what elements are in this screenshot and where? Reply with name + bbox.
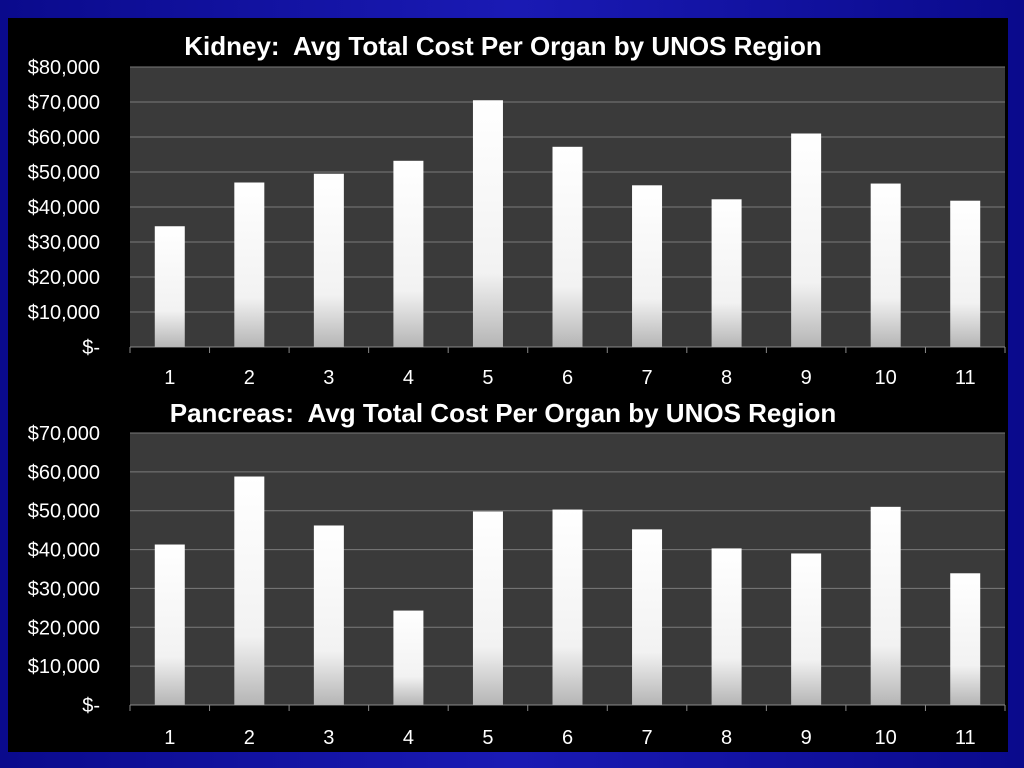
kidney-bar xyxy=(950,200,981,347)
pancreas-bar xyxy=(552,509,583,705)
pancreas-y-tick-label: $30,000 xyxy=(28,578,100,600)
pancreas-bar xyxy=(791,553,822,705)
kidney-bar xyxy=(234,182,265,347)
pancreas-x-axis: 1 2 3 4 5 6 7 8 9 10 11 xyxy=(129,705,1006,749)
kidney-bar xyxy=(154,226,185,347)
pancreas-y-tick-label: $70,000 xyxy=(28,423,100,445)
kidney-bars xyxy=(154,100,981,347)
pancreas-bar xyxy=(393,610,424,705)
kidney-y-tick-label: $20,000 xyxy=(28,267,100,289)
kidney-x-tick-label: 8 xyxy=(721,367,732,389)
pancreas-y-tick-label: $40,000 xyxy=(28,540,100,562)
pancreas-y-tick-label: $10,000 xyxy=(28,656,100,678)
kidney-x-tick-label: 6 xyxy=(562,367,573,389)
kidney-y-tick-label: $70,000 xyxy=(28,92,100,114)
kidney-x-axis: 1 2 3 4 5 6 7 8 9 10 11 xyxy=(129,347,1006,389)
pancreas-chart: Pancreas: Avg Total Cost Per Organ by UN… xyxy=(8,390,1008,752)
kidney-y-tick-label: $10,000 xyxy=(28,302,100,324)
pancreas-x-tick-label: 8 xyxy=(721,727,732,749)
pancreas-x-tick-label: 7 xyxy=(641,727,652,749)
kidney-y-tick-label: $50,000 xyxy=(28,162,100,184)
pancreas-bar xyxy=(234,476,265,705)
pancreas-chart-title: Pancreas: Avg Total Cost Per Organ by UN… xyxy=(170,398,837,428)
kidney-y-tick-label: $30,000 xyxy=(28,232,100,254)
kidney-y-tick-label: $40,000 xyxy=(28,197,100,219)
pancreas-x-tick-label: 5 xyxy=(482,727,493,749)
kidney-y-axis: $- $10,000 $20,000 $30,000 $40,000 $50,000 $60… xyxy=(28,57,100,359)
kidney-chart-title: Kidney: Avg Total Cost Per Organ by UNOS… xyxy=(184,31,822,61)
kidney-x-tick-label: 11 xyxy=(955,367,976,389)
kidney-bar xyxy=(632,185,663,347)
kidney-bar xyxy=(870,183,901,347)
kidney-x-tick-label: 10 xyxy=(875,367,897,389)
pancreas-y-axis: $- $10,000 $20,000 $30,000 $40,000 $50,000 $60… xyxy=(28,423,100,717)
pancreas-x-tick-label: 11 xyxy=(955,727,976,749)
kidney-bar xyxy=(393,160,424,347)
pancreas-x-tick-label: 4 xyxy=(403,727,414,749)
pancreas-x-tick-label: 3 xyxy=(323,727,334,749)
pancreas-bar xyxy=(870,506,901,705)
pancreas-x-tick-label: 10 xyxy=(875,727,897,749)
kidney-x-tick-label: 1 xyxy=(164,367,175,389)
pancreas-y-tick-label: $50,000 xyxy=(28,501,100,523)
kidney-x-tick-label: 4 xyxy=(403,367,414,389)
kidney-bar xyxy=(552,146,583,347)
pancreas-y-tick-label: $60,000 xyxy=(28,462,100,484)
pancreas-bar xyxy=(154,544,185,705)
kidney-y-tick-label: $80,000 xyxy=(28,57,100,79)
pancreas-x-tick-label: 1 xyxy=(164,727,175,749)
pancreas-bar xyxy=(950,573,981,705)
kidney-x-tick-label: 9 xyxy=(801,367,812,389)
pancreas-bar xyxy=(632,529,663,705)
kidney-bar xyxy=(313,173,344,347)
kidney-bar xyxy=(711,199,742,347)
kidney-y-tick-label: $- xyxy=(82,337,100,359)
pancreas-x-tick-label: 6 xyxy=(562,727,573,749)
pancreas-bar xyxy=(313,525,344,705)
kidney-bar xyxy=(791,133,822,347)
pancreas-bar xyxy=(472,511,503,705)
pancreas-y-tick-label: $20,000 xyxy=(28,617,100,639)
pancreas-x-tick-label: 2 xyxy=(244,727,255,749)
kidney-y-tick-label: $60,000 xyxy=(28,127,100,149)
kidney-bar xyxy=(472,100,503,347)
pancreas-bar xyxy=(711,548,742,705)
pancreas-y-tick-label: $- xyxy=(82,695,100,717)
kidney-x-tick-label: 3 xyxy=(323,367,334,389)
pancreas-x-tick-label: 9 xyxy=(801,727,812,749)
kidney-x-tick-label: 2 xyxy=(244,367,255,389)
kidney-chart: Kidney: Avg Total Cost Per Organ by UNOS… xyxy=(8,18,1008,390)
kidney-x-tick-label: 7 xyxy=(641,367,652,389)
kidney-x-tick-label: 5 xyxy=(482,367,493,389)
pancreas-bars xyxy=(154,476,981,705)
